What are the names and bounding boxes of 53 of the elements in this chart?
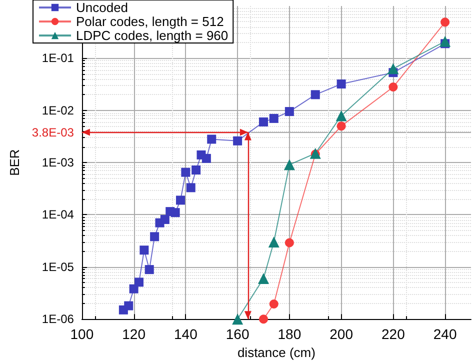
point: [259, 314, 268, 324]
point: [284, 159, 295, 170]
legend-label: Uncoded: [76, 0, 128, 15]
x-axis-title: distance (cm): [237, 345, 316, 360]
point: [440, 18, 450, 27]
y-axis-title: BER: [7, 149, 22, 176]
point: [140, 246, 149, 255]
point: [176, 196, 185, 205]
point: [336, 110, 347, 122]
x-tick-label: 100: [70, 326, 94, 342]
point: [134, 278, 144, 287]
point: [160, 215, 170, 224]
point: [268, 236, 280, 248]
point: [129, 284, 138, 294]
x-tick-label: 160: [226, 326, 250, 342]
x-tick-label: 240: [433, 326, 457, 342]
point: [232, 314, 244, 325]
legend-label: Polar codes, length = 512: [76, 14, 224, 29]
legend-label: LDPC codes, length = 960: [76, 28, 228, 43]
point: [186, 183, 196, 192]
point: [170, 208, 180, 218]
point: [144, 265, 154, 274]
x-tick-label: 200: [330, 326, 354, 342]
point: [440, 36, 451, 47]
point: [150, 232, 160, 242]
y-tick-label: 1E-03: [42, 156, 74, 170]
point: [258, 272, 269, 284]
point: [202, 154, 211, 163]
y-tick-label: 3.8E-03: [32, 125, 74, 140]
point: [207, 134, 216, 144]
point: [284, 238, 294, 248]
point: [124, 301, 134, 310]
point: [258, 117, 268, 126]
point: [269, 114, 278, 123]
y-tick-label: 1E-04: [42, 208, 74, 222]
point: [388, 63, 399, 74]
x-tick-label: 140: [174, 326, 198, 342]
x-tick-label: 180: [278, 326, 302, 342]
point: [269, 299, 278, 308]
y-tick-label: 1E-02: [42, 103, 74, 118]
point: [192, 165, 201, 174]
point: [388, 82, 398, 92]
point: [284, 107, 294, 116]
y-tick-label: 1E-01: [42, 51, 74, 66]
point: [336, 122, 346, 131]
point: [233, 136, 242, 146]
x-tick-label: 120: [122, 326, 146, 342]
x-tick-label: 220: [382, 326, 406, 342]
point: [336, 80, 346, 89]
y-tick-label: 1E-06: [42, 312, 74, 326]
y-tick-label: 1E-05: [42, 260, 74, 274]
point: [181, 168, 190, 177]
point: [310, 90, 320, 100]
